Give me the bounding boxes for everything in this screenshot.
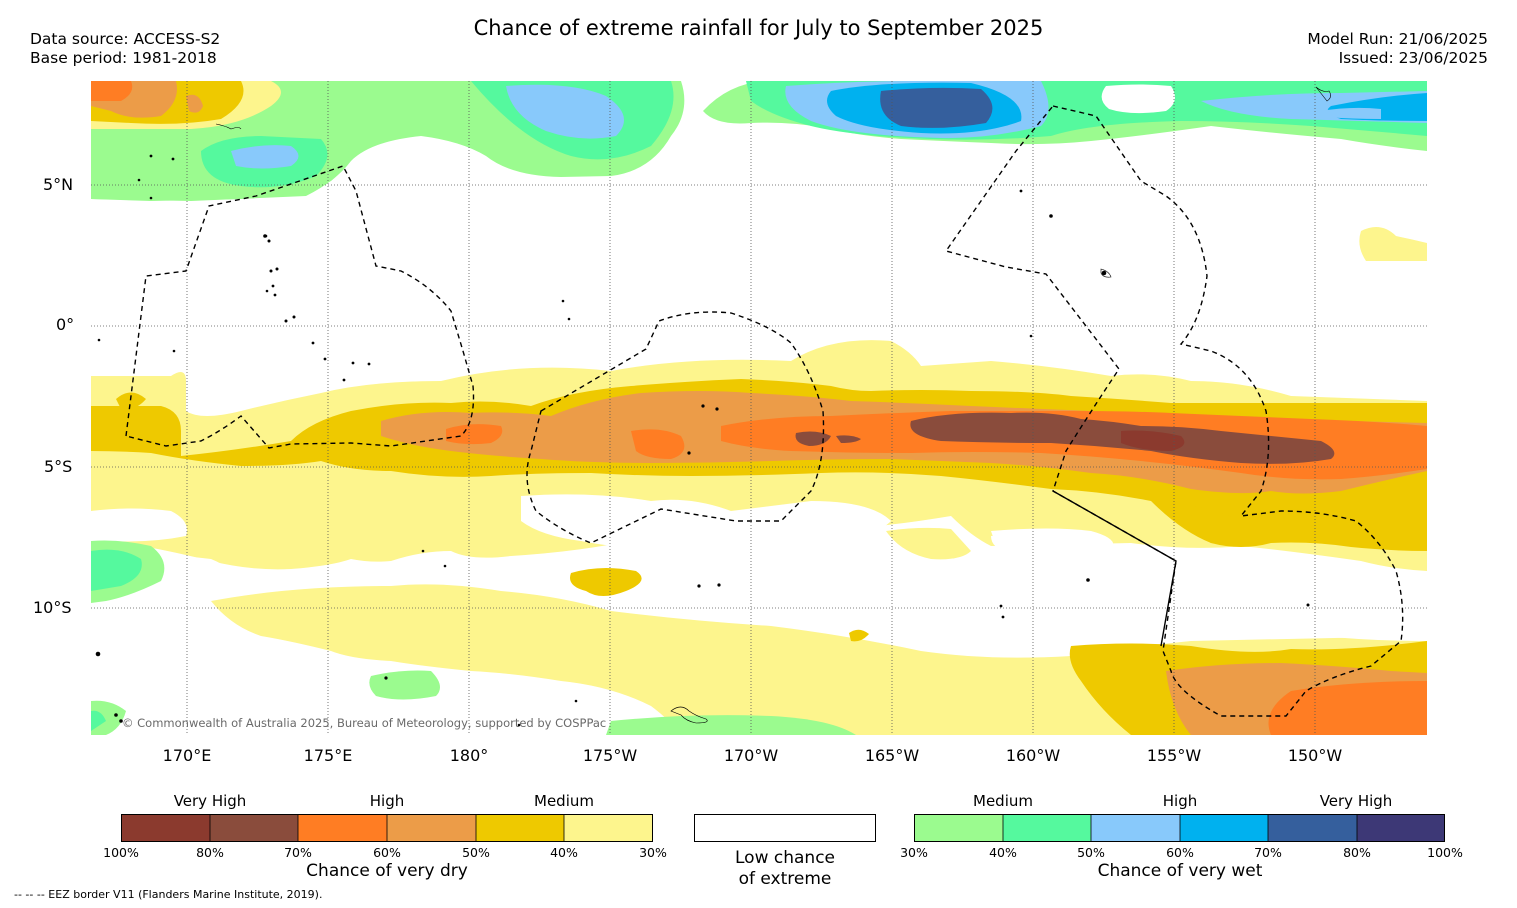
lon-label-170w: 170°W	[723, 746, 779, 765]
lon-label-170e: 170°E	[162, 746, 212, 765]
wet-region-north	[91, 81, 1427, 201]
lon-label-160w: 160°W	[1005, 746, 1061, 765]
wet-tier-very-high: Very High	[1319, 792, 1393, 810]
lat-label-0: 0°	[56, 315, 75, 334]
wet-colorbar-frame	[914, 814, 1445, 842]
low-chance-label-line2: of extreme	[738, 869, 832, 889]
lat-label-5n: 5°N	[43, 175, 74, 194]
wet-swatch-medium-a	[914, 814, 1003, 842]
wet-tick-100: 100%	[1427, 845, 1463, 860]
wet-swatch-medium-b	[1003, 814, 1091, 842]
data-source-text: Data source: ACCESS-S2	[30, 30, 221, 48]
dry-region-northwest	[91, 81, 281, 129]
wet-tick-60: 60%	[1166, 845, 1194, 860]
dry-swatch-very-high-a	[121, 814, 210, 842]
issued-text: Issued: 23/06/2025	[1338, 49, 1488, 67]
dry-swatch-high-a	[298, 814, 387, 842]
low-chance-swatch	[694, 814, 876, 842]
dry-swatch-medium-b	[564, 814, 653, 842]
low-chance-label-line1: Low chance	[735, 848, 835, 868]
dry-colorbar-dividers	[209, 814, 565, 842]
lon-label-175w: 175°W	[582, 746, 638, 765]
wet-swatch-high-b	[1180, 814, 1268, 842]
rainfall-map	[91, 81, 1427, 735]
dry-patch-small-a	[570, 567, 642, 596]
wet-swatch-very-high-b	[1357, 814, 1445, 842]
lon-label-150w: 150°W	[1287, 746, 1343, 765]
wet-colorbar-dividers	[1002, 814, 1358, 842]
dry-tick-50: 50%	[462, 845, 490, 860]
lat-label-5s: 5°S	[44, 457, 73, 476]
lon-label-180: 180°	[449, 746, 489, 765]
base-period-text: Base period: 1981-2018	[30, 49, 217, 67]
dry-tick-60: 60%	[373, 845, 401, 860]
dry-patch-small-b	[849, 629, 869, 642]
wet-tick-30: 30%	[900, 845, 928, 860]
eez-borders	[125, 105, 1404, 717]
dry-region-southeast	[1069, 641, 1427, 735]
dry-colorbar-title: Chance of very dry	[306, 861, 468, 881]
wet-tick-80: 80%	[1343, 845, 1371, 860]
wet-tier-high: High	[1162, 792, 1198, 810]
wet-swatch-very-high-a	[1268, 814, 1357, 842]
dry-tick-40: 40%	[550, 845, 578, 860]
lon-label-155w: 155°W	[1146, 746, 1202, 765]
dry-tick-80: 80%	[196, 845, 224, 860]
model-run-text: Model Run: 21/06/2025	[1307, 30, 1488, 48]
wet-tick-50: 50%	[1077, 845, 1105, 860]
eez-footnote: -- -- -- EEZ border V11 (Flanders Marine…	[14, 888, 323, 901]
dry-swatch-high-b	[387, 814, 476, 842]
wet-tier-medium: Medium	[973, 792, 1033, 810]
dry-tier-high: High	[369, 792, 405, 810]
lon-label-175e: 175°E	[303, 746, 353, 765]
dry-tick-30: 30%	[639, 845, 667, 860]
wet-tick-70: 70%	[1254, 845, 1282, 860]
dry-swatch-medium-a	[476, 814, 564, 842]
copyright-text: © Commonwealth of Australia 2025, Bureau…	[122, 716, 607, 730]
wet-swatch-high-a	[1091, 814, 1180, 842]
wet-tick-40: 40%	[989, 845, 1017, 860]
dry-tier-medium: Medium	[534, 792, 594, 810]
dry-swatch-very-high-b	[210, 814, 298, 842]
dry-tier-very-high: Very High	[173, 792, 247, 810]
dry-tick-70: 70%	[284, 845, 312, 860]
dry-patch-west-small	[116, 392, 146, 410]
lat-label-10s: 10°S	[33, 598, 72, 617]
wet-colorbar-title: Chance of very wet	[1097, 861, 1263, 881]
lon-label-165w: 165°W	[864, 746, 920, 765]
dry-patch-east	[1359, 227, 1427, 261]
map-title: Chance of extreme rainfall for July to S…	[473, 16, 1044, 40]
islands	[95, 86, 1331, 727]
eez-solid-border	[1052, 490, 1177, 647]
wet-region-southwest	[91, 540, 856, 735]
map-gridlines	[91, 81, 1427, 735]
dry-tick-100: 100%	[103, 845, 139, 860]
